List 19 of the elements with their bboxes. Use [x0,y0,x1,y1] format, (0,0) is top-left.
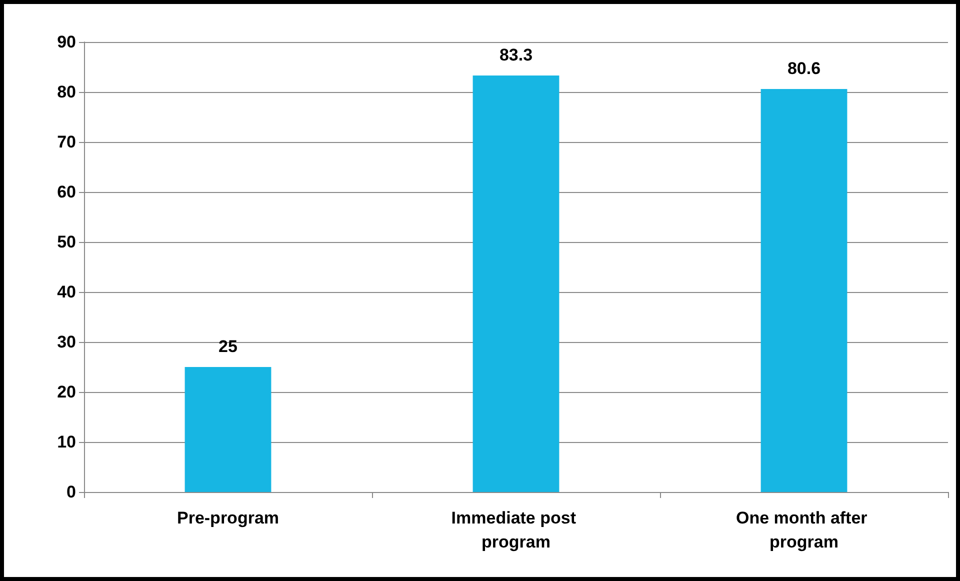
bar [184,367,272,492]
y-tick-label: 60 [57,182,76,202]
x-tick-label: Pre-program [176,508,280,528]
data-label: 80.6 [787,59,821,78]
y-tick-label: 70 [57,132,76,152]
y-tick-label: 50 [57,232,76,252]
y-tick-label: 10 [57,432,76,452]
x-tick-label: One month after program [736,508,872,552]
y-tick-label: 30 [57,332,76,352]
x-tick-label: Immediate post program [451,508,581,552]
data-label: 83.3 [499,46,533,64]
y-tick-label: 90 [57,32,76,52]
y-tick-label: 40 [57,282,76,302]
data-label: 25 [218,337,238,356]
y-tick-label: 20 [57,382,76,402]
y-tick-label: 80 [57,82,76,102]
bar [472,76,560,492]
y-tick-label: 0 [66,482,76,502]
bar [760,89,848,492]
